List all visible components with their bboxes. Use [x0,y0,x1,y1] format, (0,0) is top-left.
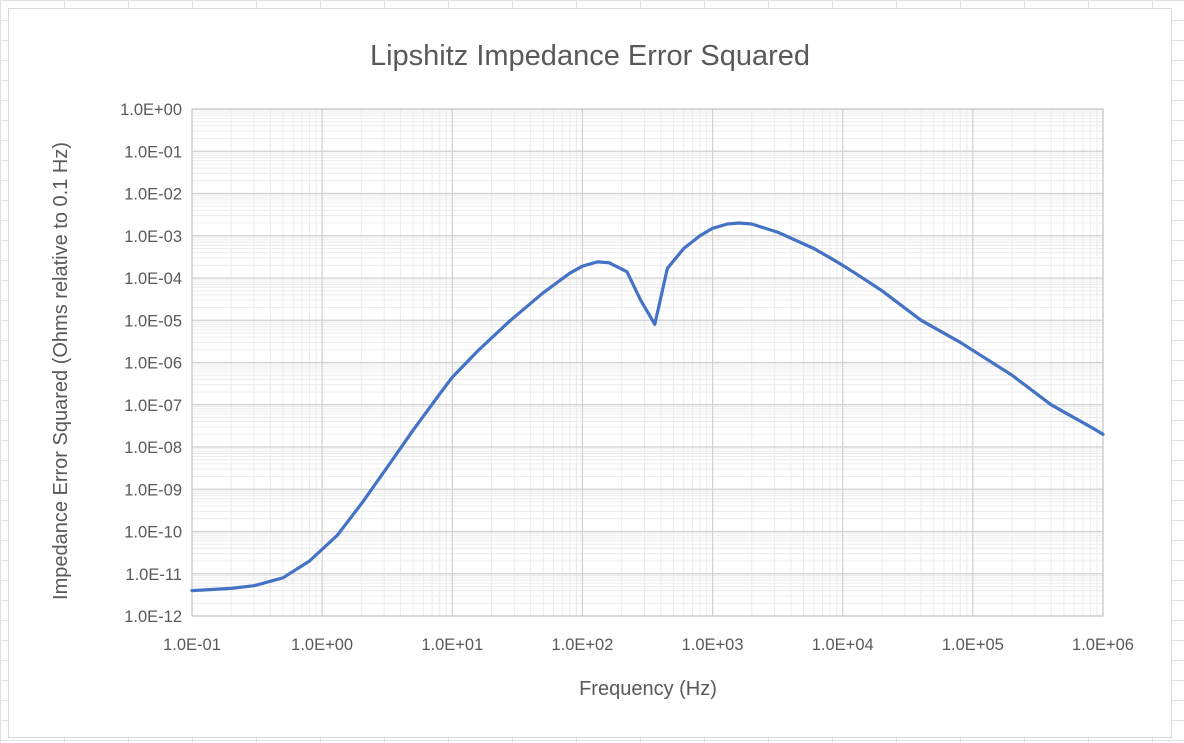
x-tick-label: 1.0E+00 [291,636,353,654]
major-gridlines [191,108,1104,617]
y-tick-label: 1.0E-09 [124,481,182,499]
chart-svg: 1.0E+00 1.0E-01 1.0E-02 1.0E-03 1.0E-04 1.0E-… [50,40,1134,700]
y-tick-label: 1.0E-10 [124,524,182,542]
y-tick-label: 1.0E-01 [124,143,182,161]
chart-title: Lipshitz Impedance Error Squared [370,40,810,72]
x-tick-label: 1.0E+01 [421,636,483,654]
series-line [190,221,1105,593]
y-tick-label: 1.0E-06 [124,355,182,373]
x-tick-label: 1.0E+05 [942,636,1004,654]
y-tick-label: 1.0E-05 [124,312,182,330]
y-tick-labels: 1.0E+00 1.0E-01 1.0E-02 1.0E-03 1.0E-04 1.0E-… [120,101,182,626]
y-tick-label: 1.0E-02 [124,186,182,204]
y-tick-label: 1.0E-07 [124,397,182,415]
y-tick-label: 1.0E-11 [125,566,182,584]
x-tick-labels: 1.0E-01 1.0E+00 1.0E+01 1.0E+02 1.0E+03 1.0E+… [163,636,1134,654]
x-tick-label: 1.0E+06 [1072,636,1134,654]
y-tick-label: 1.0E-12 [124,608,182,626]
x-tick-label: 1.0E+03 [682,636,744,654]
chart-area[interactable]: 1.0E+00 1.0E-01 1.0E-02 1.0E-03 1.0E-04 1.0E-… [8,8,1172,738]
x-tick-label: 1.0E+04 [812,636,874,654]
x-tick-label: 1.0E-01 [163,636,221,654]
y-axis-label: Impedance Error Squared (Ohms relative t… [50,142,72,600]
y-tick-label: 1.0E-03 [124,228,182,246]
plot-area-border [191,108,1104,617]
x-tick-label: 1.0E+02 [551,636,613,654]
y-tick-label: 1.0E+00 [120,101,182,119]
y-tick-label: 1.0E-08 [124,439,182,457]
y-tick-label: 1.0E-04 [124,270,182,288]
x-axis-label: Frequency (Hz) [579,678,717,700]
